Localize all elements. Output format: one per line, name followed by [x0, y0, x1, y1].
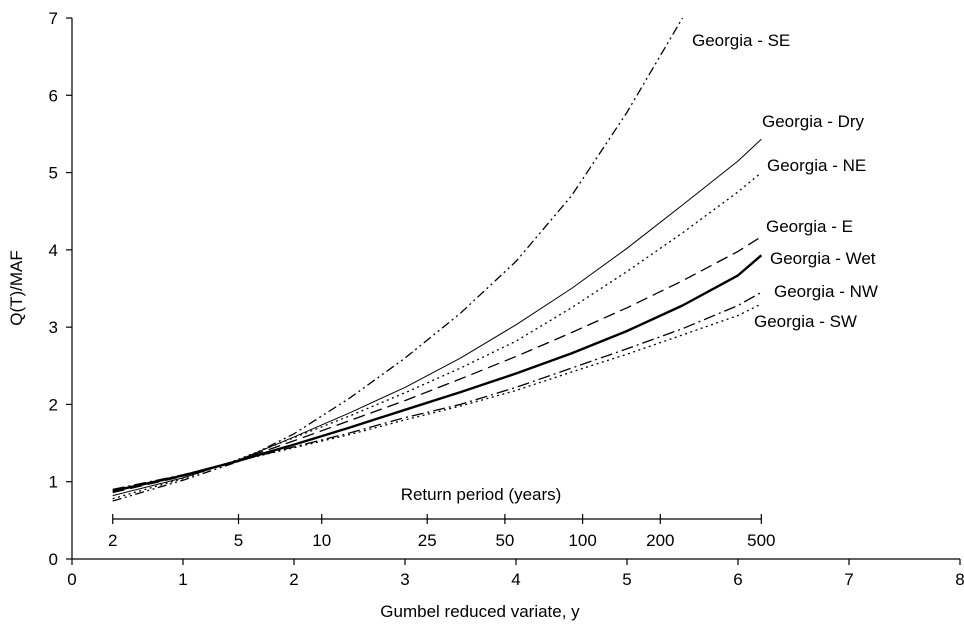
x-tick-label: 2	[289, 570, 298, 589]
y-tick-label: 7	[49, 9, 58, 28]
series-label: Georgia - E	[766, 217, 853, 236]
y-tick-label: 5	[49, 164, 58, 183]
return-period-tick-label: 25	[418, 531, 437, 550]
y-tick-label: 6	[49, 86, 58, 105]
series-line-dry	[112, 138, 762, 497]
x-tick-label: 4	[511, 570, 520, 589]
x-axis-title: Gumbel reduced variate, y	[380, 602, 580, 621]
x-tick-label: 6	[733, 570, 742, 589]
x-tick-label: 0	[67, 570, 76, 589]
series-label: Georgia - SW	[754, 312, 857, 331]
y-tick-label: 2	[49, 395, 58, 414]
label-layer: Georgia - SE Georgia - Dry Georgia - NE Geo…	[692, 31, 878, 331]
return-period-tick-label: 10	[312, 531, 331, 550]
series-line-wet	[112, 254, 763, 493]
series-label: Georgia - Dry	[762, 112, 865, 131]
series-label: Georgia - Wet	[770, 249, 876, 268]
x-tick-label: 3	[400, 570, 409, 589]
y-tick-label: 0	[49, 550, 58, 569]
series-label: Georgia - SE	[692, 31, 790, 50]
x-tick-label: 8	[955, 570, 964, 589]
return-period-title: Return period (years)	[401, 485, 562, 504]
series-label: Georgia - NW	[774, 282, 878, 301]
return-period-tick-label: 100	[568, 531, 596, 550]
series-label: Georgia - NE	[767, 156, 866, 175]
return-period-tick-label: 5	[234, 531, 243, 550]
series-line-sw	[112, 303, 762, 492]
series-layer	[112, 17, 763, 502]
return-period-tick-label: 50	[495, 531, 514, 550]
y-axis-title: Q(T)/MAF	[7, 250, 26, 326]
return-period-tick-label: 500	[747, 531, 775, 550]
series-line-e	[112, 236, 762, 494]
series-line-se	[112, 17, 684, 502]
return-period-tick-label: 2	[108, 531, 117, 550]
y-tick-label: 1	[49, 473, 58, 492]
return-period-tick-label: 200	[646, 531, 674, 550]
y-tick-label: 4	[49, 241, 58, 260]
x-tick-label: 1	[178, 570, 187, 589]
y-tick-label: 3	[49, 318, 58, 337]
x-tick-label: 5	[622, 570, 631, 589]
series-line-nw	[112, 291, 762, 491]
x-tick-label: 7	[844, 570, 853, 589]
